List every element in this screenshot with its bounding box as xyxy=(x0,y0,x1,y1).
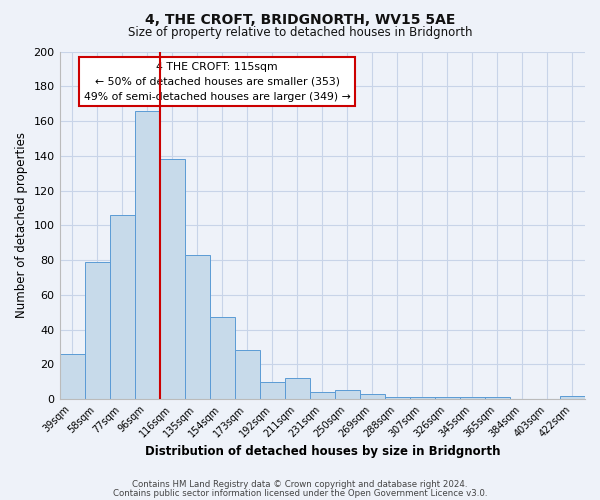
Bar xyxy=(285,378,310,399)
Bar xyxy=(235,350,260,399)
Bar xyxy=(335,390,360,399)
Bar xyxy=(260,382,285,399)
Text: Contains HM Land Registry data © Crown copyright and database right 2024.: Contains HM Land Registry data © Crown c… xyxy=(132,480,468,489)
Bar xyxy=(185,255,209,399)
Text: Size of property relative to detached houses in Bridgnorth: Size of property relative to detached ho… xyxy=(128,26,472,39)
Bar xyxy=(209,318,235,399)
Bar xyxy=(310,392,335,399)
Bar xyxy=(435,398,460,399)
Bar xyxy=(410,398,435,399)
Bar xyxy=(110,215,134,399)
Bar xyxy=(460,398,485,399)
Bar xyxy=(385,398,410,399)
Text: Contains public sector information licensed under the Open Government Licence v3: Contains public sector information licen… xyxy=(113,488,487,498)
Bar xyxy=(485,398,510,399)
Y-axis label: Number of detached properties: Number of detached properties xyxy=(15,132,28,318)
Bar xyxy=(160,160,185,399)
Bar xyxy=(560,396,585,399)
Text: 4, THE CROFT, BRIDGNORTH, WV15 5AE: 4, THE CROFT, BRIDGNORTH, WV15 5AE xyxy=(145,12,455,26)
X-axis label: Distribution of detached houses by size in Bridgnorth: Distribution of detached houses by size … xyxy=(145,444,500,458)
Bar xyxy=(59,354,85,399)
Text: 4 THE CROFT: 115sqm
← 50% of detached houses are smaller (353)
49% of semi-detac: 4 THE CROFT: 115sqm ← 50% of detached ho… xyxy=(84,62,350,102)
Bar xyxy=(85,262,110,399)
Bar xyxy=(134,110,160,399)
Bar xyxy=(360,394,385,399)
